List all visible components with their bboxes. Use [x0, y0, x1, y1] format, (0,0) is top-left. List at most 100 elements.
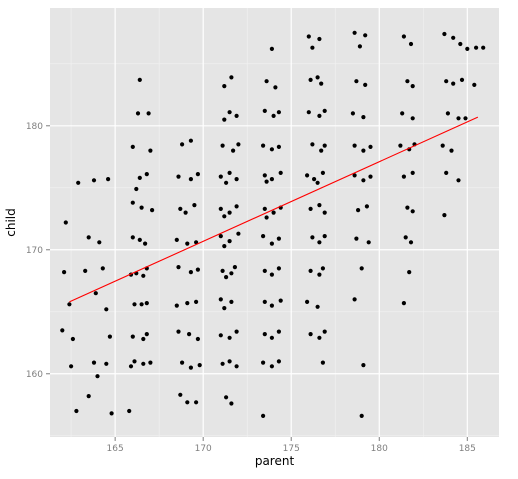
data-point	[62, 270, 67, 275]
data-point	[276, 359, 281, 364]
data-point	[218, 297, 223, 302]
data-point	[465, 46, 470, 52]
data-point	[262, 108, 267, 113]
data-point	[192, 203, 197, 208]
data-point	[144, 172, 149, 177]
data-point	[261, 360, 266, 365]
data-point	[227, 335, 232, 340]
data-point	[407, 270, 412, 275]
trend-line	[69, 116, 479, 303]
data-point	[137, 77, 142, 82]
data-point	[269, 303, 274, 308]
data-point	[222, 117, 227, 122]
data-point	[405, 79, 410, 84]
data-point	[262, 299, 267, 304]
data-point	[445, 111, 450, 116]
data-point	[322, 234, 327, 239]
data-point	[305, 299, 310, 304]
data-point	[224, 275, 229, 280]
data-point	[444, 170, 449, 175]
data-point	[269, 272, 274, 277]
data-point	[194, 240, 199, 245]
data-point	[137, 237, 142, 242]
data-point	[315, 304, 320, 309]
data-point	[232, 265, 237, 270]
data-point	[310, 142, 315, 147]
data-point	[262, 332, 267, 337]
y-axis-ticks: 160 170 180	[26, 122, 50, 380]
x-tick-label: 165	[107, 444, 124, 454]
data-point	[130, 144, 135, 149]
data-point	[444, 79, 449, 84]
data-point	[174, 237, 179, 242]
data-point	[222, 244, 227, 249]
data-point	[130, 334, 135, 339]
minor-gridlines	[50, 8, 499, 437]
data-point	[354, 79, 359, 84]
data-point	[306, 110, 311, 115]
data-point	[442, 31, 447, 37]
data-point	[361, 115, 366, 120]
data-point	[269, 241, 274, 246]
data-point	[180, 360, 185, 365]
data-point	[315, 180, 320, 185]
data-point	[320, 170, 325, 175]
data-point	[366, 240, 371, 245]
data-point	[229, 401, 234, 406]
data-point	[317, 240, 322, 245]
data-point	[132, 359, 137, 364]
data-point	[269, 147, 274, 152]
data-point	[368, 174, 373, 179]
x-tick-label: 180	[371, 444, 388, 454]
data-point	[130, 200, 135, 205]
data-point	[317, 203, 322, 208]
data-point	[308, 332, 313, 337]
data-point	[218, 206, 223, 211]
data-point	[227, 359, 232, 364]
data-point	[363, 33, 368, 38]
data-point	[262, 206, 267, 211]
data-point	[352, 143, 357, 148]
data-point	[188, 270, 193, 275]
data-point	[107, 334, 112, 339]
data-point	[312, 177, 317, 182]
data-point	[361, 363, 366, 368]
data-point	[130, 235, 135, 240]
data-point	[401, 34, 406, 39]
data-point	[148, 148, 153, 153]
data-point	[264, 215, 269, 220]
data-point	[227, 110, 232, 115]
data-point	[306, 34, 311, 39]
data-point	[183, 210, 188, 215]
data-point	[264, 79, 269, 84]
data-point	[185, 301, 190, 306]
data-point	[150, 208, 155, 213]
data-point	[63, 220, 68, 225]
data-point	[361, 148, 366, 153]
data-point	[364, 204, 369, 209]
x-tick-label: 170	[195, 444, 212, 454]
data-point	[144, 301, 149, 306]
data-point	[308, 77, 313, 82]
data-point	[86, 394, 91, 399]
data-point	[317, 335, 322, 340]
data-point	[69, 364, 74, 369]
y-tick-label: 160	[26, 370, 43, 380]
x-tick-label: 185	[459, 444, 476, 454]
data-point	[143, 241, 148, 246]
x-axis-ticks: 165 170 175 180 185	[107, 437, 476, 454]
data-point	[322, 210, 327, 215]
data-point	[357, 44, 362, 49]
data-point	[449, 148, 454, 153]
data-point	[222, 84, 227, 89]
data-point	[185, 241, 190, 246]
data-point	[187, 332, 192, 337]
data-point	[320, 266, 325, 271]
data-point	[148, 360, 153, 365]
data-point	[278, 170, 283, 175]
data-point	[220, 143, 225, 148]
data-point	[276, 329, 281, 334]
data-point	[269, 177, 274, 182]
major-gridlines	[50, 8, 499, 437]
data-point	[322, 143, 327, 148]
